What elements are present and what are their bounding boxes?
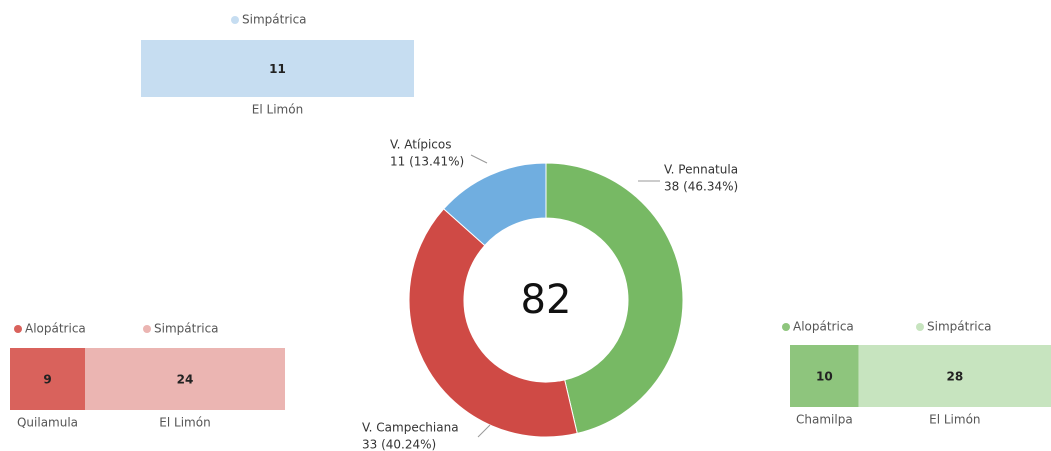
bar-segment [858, 345, 1051, 407]
bar-segment [790, 345, 859, 407]
center-total: 82 [521, 277, 572, 323]
value-label: 9 [43, 373, 51, 387]
legend-marker [231, 16, 239, 24]
slice-label: V. Pennatula [664, 163, 738, 177]
slice-label: V. Campechiana [362, 421, 459, 435]
category-label: Chamilpa [796, 413, 853, 427]
donut-slice [545, 162, 684, 434]
category-label: El Limón [159, 416, 210, 430]
value-label: 11 [269, 62, 286, 76]
bar-segment [85, 348, 285, 410]
category-label: Quilamula [17, 416, 78, 430]
legend-marker [916, 323, 924, 331]
value-label: 10 [816, 370, 833, 384]
category-label: El Limón [252, 103, 303, 117]
slice-value: 38 (46.34%) [664, 180, 738, 194]
bar-segment [10, 348, 85, 410]
legend-label: Simpátrica [154, 322, 219, 336]
legend-label: Alopátrica [25, 322, 86, 336]
slice-label: V. Atípicos [390, 138, 451, 152]
value-label: 24 [177, 373, 194, 387]
donut-slice [408, 208, 578, 438]
donut-slice [443, 162, 547, 247]
legend-marker [14, 325, 22, 333]
legend-label: Simpátrica [242, 13, 307, 27]
legend-label: Simpátrica [927, 320, 992, 334]
bar-segment [141, 40, 414, 97]
category-label: El Limón [929, 413, 980, 427]
value-label: 28 [946, 370, 963, 384]
legend-label: Alopátrica [793, 320, 854, 334]
legend-marker [143, 325, 151, 333]
leader-line [470, 154, 488, 164]
leader-line [477, 424, 491, 438]
slice-value: 33 (40.24%) [362, 438, 436, 451]
legend-marker [782, 323, 790, 331]
slice-value: 11 (13.41%) [390, 155, 464, 169]
